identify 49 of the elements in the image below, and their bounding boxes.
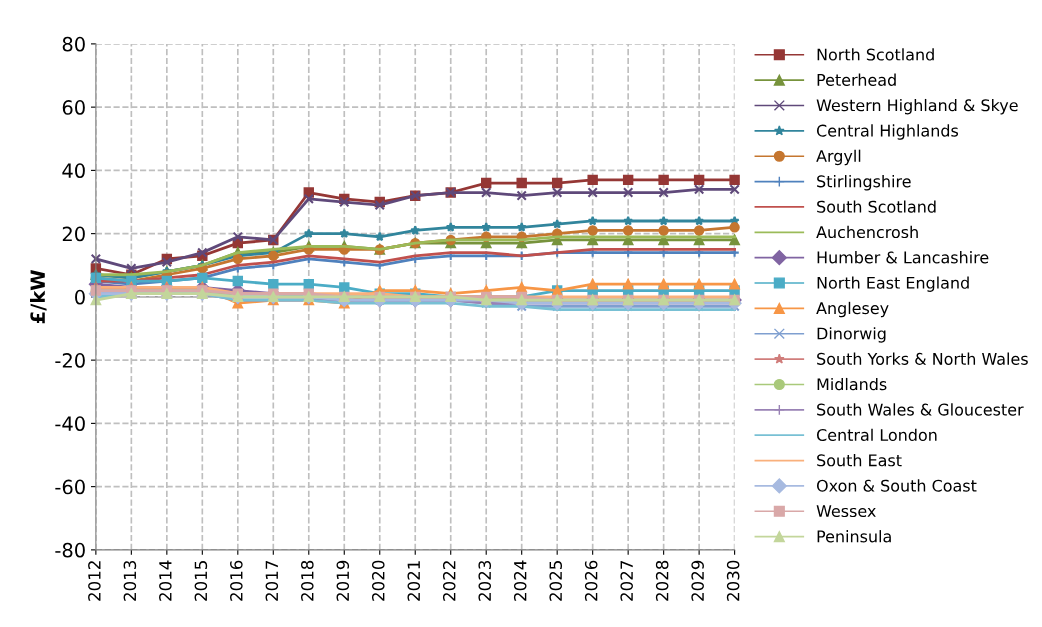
x-tick-label: 2021	[407, 561, 421, 601]
y-tick-label: 20	[62, 226, 85, 242]
legend-label: Peninsula	[817, 530, 891, 543]
x-tick-label: 2013	[123, 560, 137, 601]
y-tick-label: -20	[55, 353, 85, 368]
legend-label: Central Highlands	[816, 124, 959, 140]
y-tick-label: 80	[62, 36, 85, 52]
x-tick-label: 2019	[336, 560, 350, 601]
x-tick-label: 2026	[584, 560, 598, 601]
legend-label: Wessex	[816, 505, 876, 518]
x-tick-label: 2012	[88, 561, 101, 601]
y-tick-label: 60	[62, 100, 85, 115]
y-tick-label: 0	[75, 289, 85, 305]
legend-label: South East	[817, 454, 902, 467]
legend-label: North Scotland	[817, 48, 934, 61]
legend-label: South Wales & Gloucester	[817, 403, 1024, 416]
x-tick-label: 2025	[549, 561, 563, 601]
x-tick-label: 2022	[442, 561, 456, 601]
x-tick-label: 2030	[726, 560, 740, 601]
y-tick-label: -80	[55, 542, 85, 558]
y-tick-label: 40	[62, 163, 85, 179]
x-tick-label: 2024	[513, 560, 527, 601]
legend-label: Western Highland & Skye	[816, 98, 1018, 115]
legend-label: Dinorwig	[817, 327, 886, 343]
y-tick-label: -40	[55, 416, 85, 432]
x-tick-label: 2016	[230, 560, 243, 601]
x-tick-label: 2017	[265, 561, 279, 601]
x-tick-label: 2015	[194, 561, 208, 601]
x-tick-label: 2029	[691, 560, 704, 601]
legend-label: South Yorks & North Wales	[817, 352, 1028, 365]
legend-label: Anglesey	[816, 301, 889, 318]
x-tick-label: 2023	[478, 560, 492, 601]
y-tick-label: -60	[55, 479, 85, 495]
legend-label: Humber & Lancashire	[817, 251, 989, 264]
legend-label: Auchencrosh	[816, 225, 918, 239]
x-tick-label: 2018	[301, 560, 314, 601]
x-tick-label: 2014	[159, 560, 172, 601]
x-tick-label: 2028	[655, 560, 669, 601]
x-tick-label: 2020	[371, 560, 385, 601]
legend-label: South Scotland	[817, 200, 936, 213]
legend-label: Midlands	[817, 377, 887, 391]
x-tick-label: 2027	[620, 561, 633, 601]
legend-label: Argyll	[816, 149, 861, 166]
legend-label: Oxon & South Coast	[816, 479, 977, 492]
y-axis-title: £/kW	[30, 269, 47, 324]
legend-label: Stirlingshire	[817, 175, 911, 191]
legend-label: Central London	[816, 428, 937, 441]
legend-label: North East England	[817, 276, 969, 292]
legend-label: Peterhead	[817, 73, 896, 86]
